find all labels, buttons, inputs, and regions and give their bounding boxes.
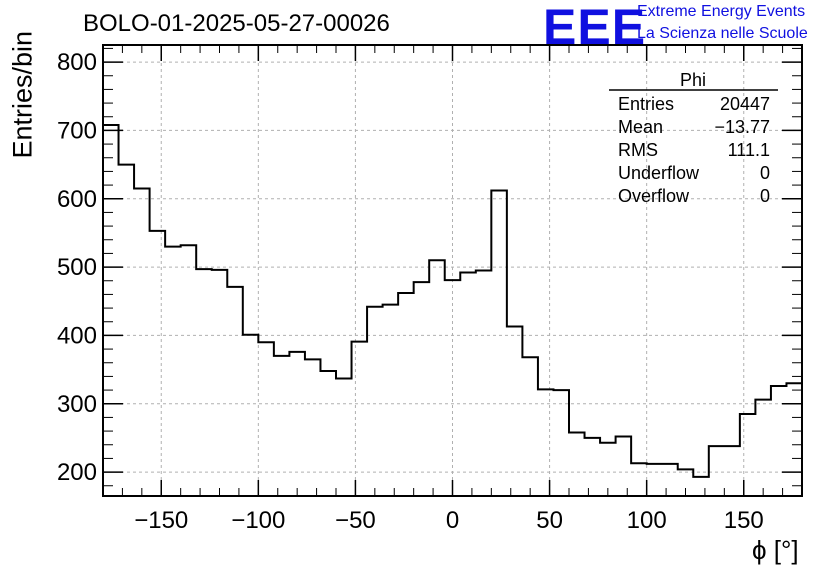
stats-box: Phi Entries 20447 Mean −13.77 RMS 111.1 Underf… [609, 70, 778, 206]
stats-value: 20447 [720, 94, 770, 114]
stats-label: Mean [618, 117, 663, 137]
stats-value: 0 [760, 163, 770, 183]
x-axis-label: ϕ [°] [752, 535, 799, 565]
stats-value: 0 [760, 186, 770, 206]
y-tick-label: 400 [57, 322, 97, 349]
y-tick-label: 700 [57, 117, 97, 144]
stats-label: Entries [618, 94, 674, 114]
chart-title: BOLO-01-2025-05-27-00026 [83, 10, 390, 37]
grid-lines [103, 45, 802, 496]
x-tick-label: 150 [724, 507, 764, 534]
y-tick-label: 800 [57, 49, 97, 76]
logo-text-line-1: Extreme Energy Events [637, 3, 806, 20]
x-tick-label: −50 [335, 507, 376, 534]
x-tick-label: −150 [134, 507, 188, 534]
y-tick-label: 600 [57, 186, 97, 213]
y-tick-label: 500 [57, 254, 97, 281]
logo-text-line-2: La Scienza nelle Scuole [637, 25, 808, 42]
x-tick-label: 100 [627, 507, 667, 534]
y-tick-label: 300 [57, 391, 97, 418]
stats-value: −13.77 [714, 117, 770, 137]
stats-label: Underflow [618, 163, 700, 183]
histogram-line [103, 123, 802, 478]
x-tick-label: 0 [446, 507, 459, 534]
stats-name: Phi [680, 70, 706, 90]
x-tick-label: −100 [231, 507, 285, 534]
axis-ticks: −150 −100 −50 0 50 100 150 200 300 400 500 600 700 80… [57, 45, 803, 534]
stats-label: RMS [618, 140, 658, 160]
x-tick-label: 50 [536, 507, 563, 534]
stats-label: Overflow [618, 186, 690, 206]
y-tick-label: 200 [57, 459, 97, 486]
stats-value: 111.1 [728, 140, 770, 160]
